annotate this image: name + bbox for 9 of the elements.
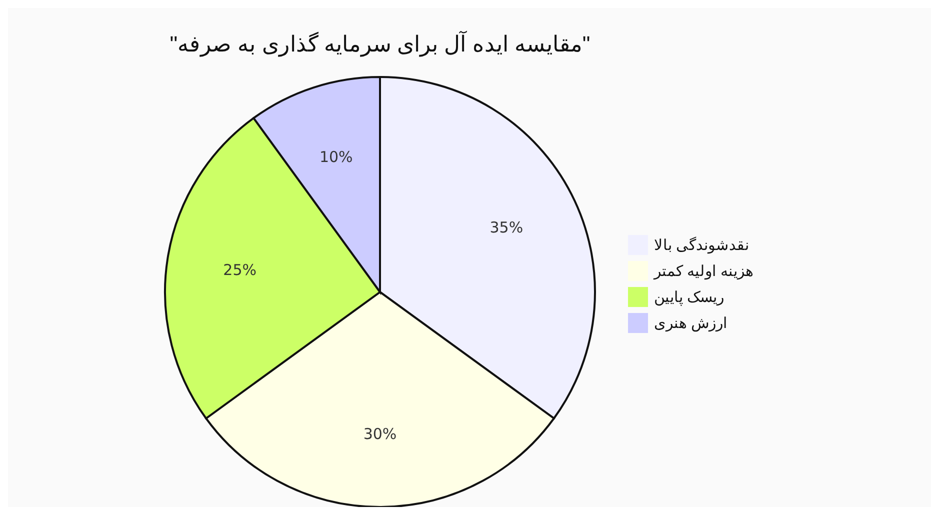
data-label: 35% — [490, 218, 524, 237]
legend-label: هزینه اولیه کمتر — [654, 262, 754, 280]
slice-label: نقدشوندگی بالا — [654, 236, 750, 254]
data-label: 25% — [223, 260, 257, 279]
legend-label: ریسک پایین — [654, 288, 724, 306]
legend-label: ارزش هنری — [654, 314, 728, 332]
chart-title: "مقایسه ایده آل برای سرمایه گذاری به صرفه" — [170, 30, 590, 58]
data-label: 30% — [363, 424, 397, 443]
data-label: 10% — [319, 148, 353, 166]
